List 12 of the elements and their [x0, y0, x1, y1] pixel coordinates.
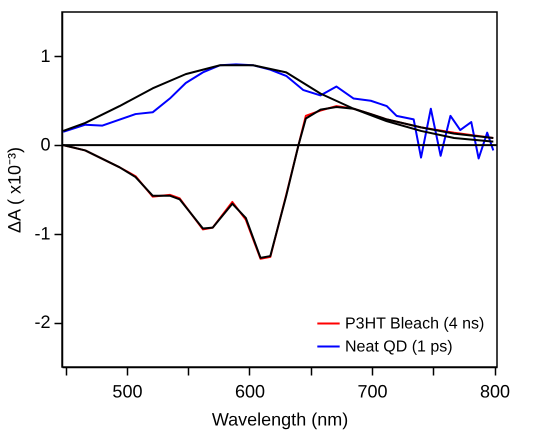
legend-label: Neat QD (1 ps)	[345, 338, 453, 356]
y-axis-title: ΔA ( x10⁻³)	[4, 146, 24, 234]
x-axis-title: Wavelength (nm)	[212, 410, 348, 430]
x-tick-label: 700	[357, 382, 388, 402]
y-tick-label: -2	[34, 312, 50, 332]
y-tick-label: 1	[40, 46, 50, 66]
x-tick-label: 500	[112, 382, 142, 402]
x-tick-label: 800	[480, 382, 510, 402]
x-tick-label: 600	[234, 382, 265, 402]
y-tick-label: 0	[40, 134, 50, 155]
legend-label: P3HT Bleach (4 ns)	[345, 316, 484, 332]
y-tick-label: -1	[34, 223, 50, 244]
